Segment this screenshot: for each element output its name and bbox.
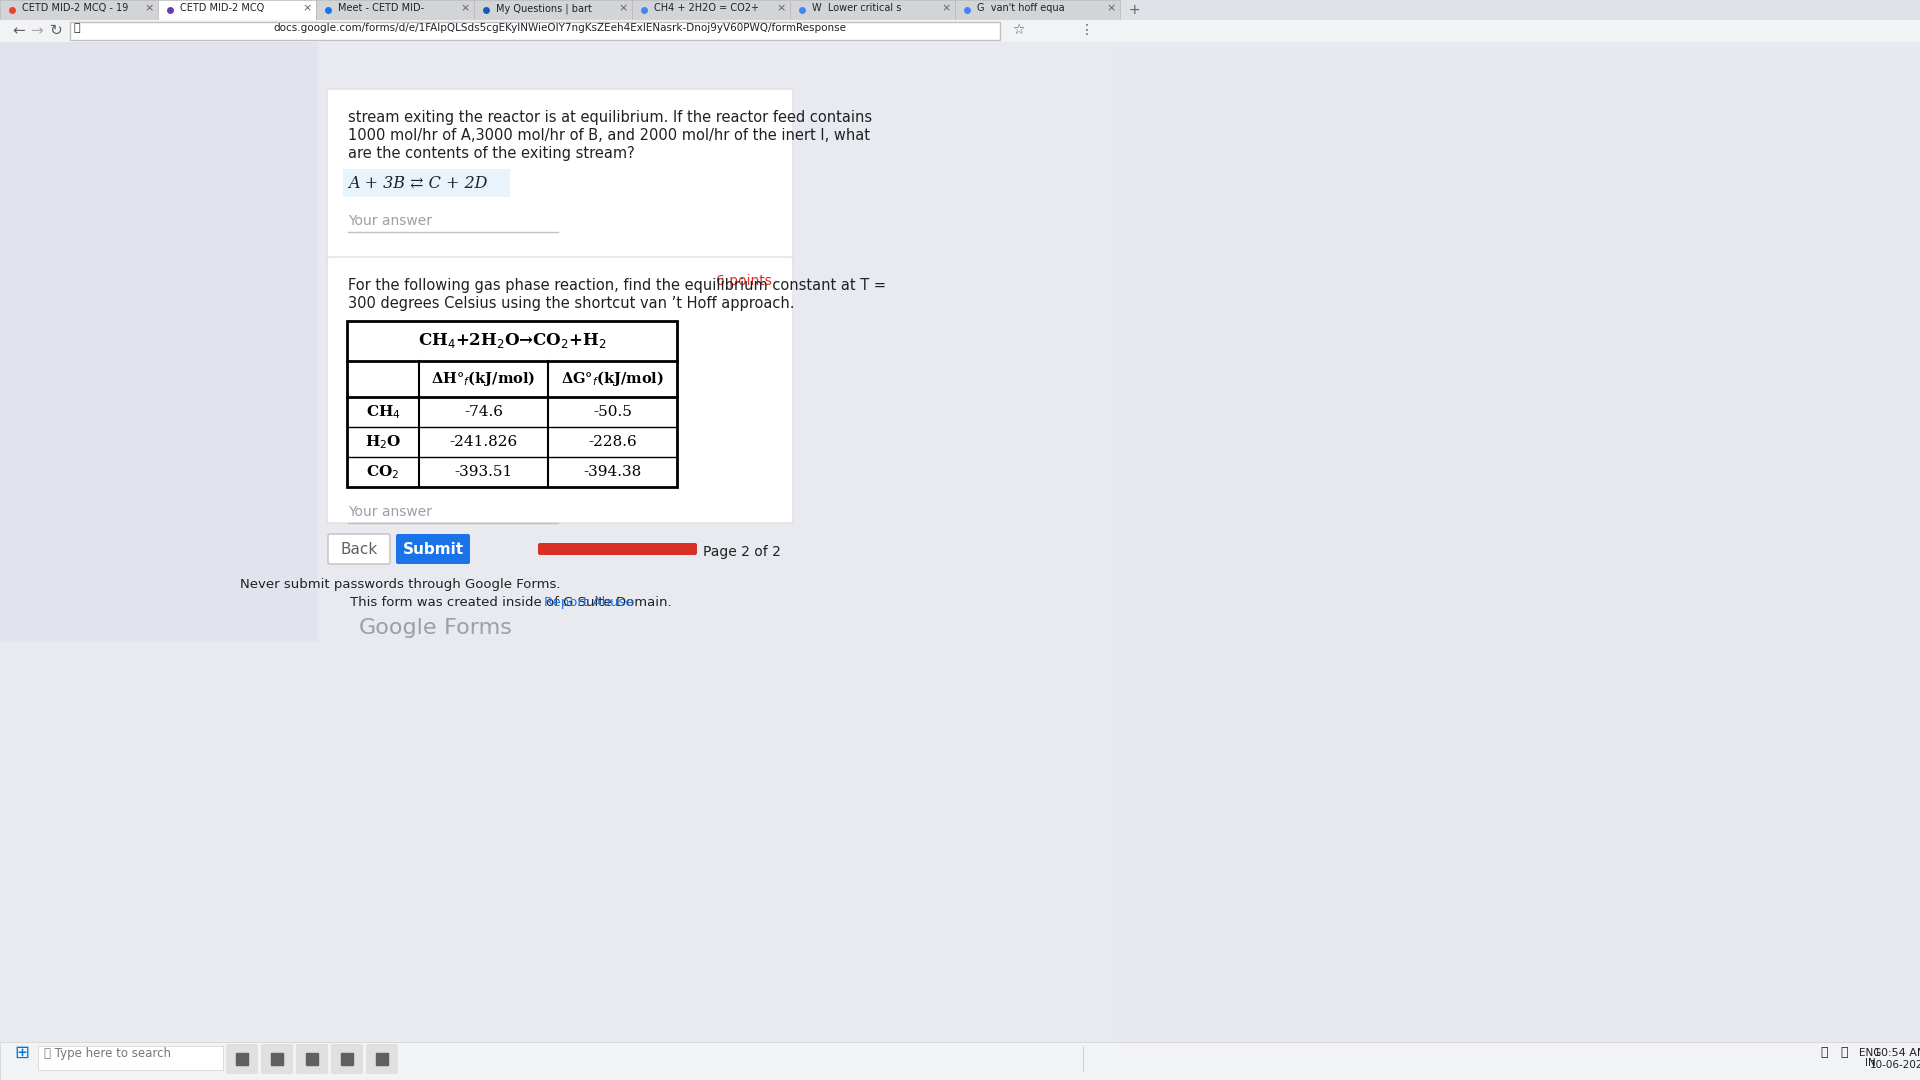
Text: Report Abuse: Report Abuse	[543, 596, 634, 609]
Text: 🔍 Type here to search: 🔍 Type here to search	[44, 1047, 171, 1059]
Bar	[1104, 42, 1116, 1080]
Text: Google: Google	[359, 618, 438, 638]
Text: ΔH°$_f$(kJ/mol): ΔH°$_f$(kJ/mol)	[432, 369, 536, 389]
Text: -394.38: -394.38	[584, 465, 641, 480]
Text: A + 3B ⇄ C + 2D: A + 3B ⇄ C + 2D	[348, 174, 488, 191]
Text: Submit: Submit	[403, 541, 463, 556]
FancyBboxPatch shape	[330, 1044, 363, 1074]
FancyBboxPatch shape	[538, 543, 697, 555]
Text: 10-06-2020: 10-06-2020	[1870, 1059, 1920, 1070]
Text: My Questions | bart: My Questions | bart	[495, 3, 591, 13]
Text: Your answer: Your answer	[348, 214, 432, 228]
FancyBboxPatch shape	[1102, 46, 1116, 130]
Text: Your answer: Your answer	[348, 505, 432, 519]
FancyBboxPatch shape	[261, 1044, 294, 1074]
Text: ΔG°$_f$(kJ/mol): ΔG°$_f$(kJ/mol)	[561, 369, 664, 389]
Bar	[348, 321, 678, 487]
Text: CETD MID-2 MCQ - 19: CETD MID-2 MCQ - 19	[21, 3, 129, 13]
Text: ×: ×	[618, 3, 628, 13]
Text: →: →	[31, 23, 42, 38]
FancyBboxPatch shape	[296, 1044, 328, 1074]
Text: stream exiting the reactor is at equilibrium. If the reactor feed contains: stream exiting the reactor is at equilib…	[348, 110, 872, 125]
Bar	[0, 0, 1920, 21]
Text: G  van't hoff equa: G van't hoff equa	[977, 3, 1064, 13]
Text: 📶: 📶	[1839, 1047, 1847, 1059]
Text: ×: ×	[1106, 3, 1116, 13]
FancyBboxPatch shape	[227, 1044, 257, 1074]
Text: W  Lower critical s: W Lower critical s	[812, 3, 900, 13]
Text: ⊞: ⊞	[13, 1044, 29, 1062]
Text: -393.51: -393.51	[455, 465, 513, 480]
Text: Page 2 of 2: Page 2 of 2	[703, 545, 781, 559]
Text: ×: ×	[776, 3, 785, 13]
Text: -50.5: -50.5	[593, 405, 632, 419]
Bar	[0, 0, 157, 21]
Text: CO$_2$: CO$_2$	[367, 463, 399, 481]
Text: H$_2$O: H$_2$O	[365, 433, 401, 450]
Text: This form was created inside of G Suite Domain.: This form was created inside of G Suite …	[349, 596, 680, 609]
Text: Never submit passwords through Google Forms.: Never submit passwords through Google Fo…	[240, 578, 561, 591]
Text: ×: ×	[301, 3, 311, 13]
Text: For the following gas phase reaction, find the equilibrium constant at T =: For the following gas phase reaction, fi…	[348, 278, 885, 293]
Bar	[0, 21, 1920, 42]
FancyBboxPatch shape	[538, 543, 697, 555]
Text: 10:54 AM: 10:54 AM	[1874, 1048, 1920, 1058]
Text: 1000 mol/hr of A,3000 mol/hr of B, and 2000 mol/hr of the inert I, what: 1000 mol/hr of A,3000 mol/hr of B, and 2…	[348, 129, 870, 143]
Text: ☆: ☆	[1012, 23, 1025, 37]
Text: Meet - CETD MID-: Meet - CETD MID-	[338, 3, 424, 13]
Text: are the contents of the exiting stream?: are the contents of the exiting stream?	[348, 146, 636, 161]
FancyBboxPatch shape	[328, 534, 390, 564]
Text: ×: ×	[144, 3, 154, 13]
Bar	[317, 0, 474, 21]
Bar	[0, 42, 1116, 1080]
FancyBboxPatch shape	[326, 89, 793, 285]
Text: CETD MID-2 MCQ: CETD MID-2 MCQ	[180, 3, 265, 13]
Text: 300 degrees Celsius using the shortcut van ’t Hoff approach.: 300 degrees Celsius using the shortcut v…	[348, 296, 795, 311]
Text: CH$_4$+2H$_2$O→CO$_2$+H$_2$: CH$_4$+2H$_2$O→CO$_2$+H$_2$	[419, 332, 607, 351]
Text: ENG: ENG	[1859, 1048, 1882, 1058]
Text: ↻: ↻	[50, 23, 63, 38]
Text: IN: IN	[1864, 1058, 1876, 1068]
Text: -228.6: -228.6	[588, 435, 637, 449]
Text: docs.google.com/forms/d/e/1FAlpQLSds5cgEKyINWieOlY7ngKsZEeh4ExlENasrk-Dnoj9yV60P: docs.google.com/forms/d/e/1FAlpQLSds5cgE…	[273, 23, 847, 33]
Text: CH4 + 2H2O = CO2+: CH4 + 2H2O = CO2+	[655, 3, 758, 13]
Bar	[954, 0, 1119, 21]
Text: -74.6: -74.6	[465, 405, 503, 419]
Text: ⋮: ⋮	[1079, 23, 1094, 37]
Bar	[474, 0, 632, 21]
Text: +: +	[1129, 3, 1140, 17]
Bar	[632, 0, 789, 21]
Text: ←: ←	[12, 23, 25, 38]
FancyBboxPatch shape	[326, 257, 793, 523]
Text: ×: ×	[461, 3, 468, 13]
Text: 🔒: 🔒	[75, 23, 81, 33]
FancyBboxPatch shape	[396, 534, 470, 564]
Bar	[0, 42, 319, 642]
Text: 6 points: 6 points	[716, 274, 772, 288]
Text: Back: Back	[340, 541, 378, 556]
Bar	[0, 1042, 1920, 1080]
Text: -241.826: -241.826	[449, 435, 518, 449]
FancyBboxPatch shape	[344, 168, 511, 197]
Bar	[789, 0, 954, 21]
Text: ×: ×	[941, 3, 950, 13]
Text: Forms: Forms	[438, 618, 513, 638]
FancyBboxPatch shape	[367, 1044, 397, 1074]
Bar	[38, 1047, 223, 1070]
Bar	[157, 0, 317, 21]
Bar	[69, 22, 1000, 40]
Text: CH$_4$: CH$_4$	[365, 403, 401, 421]
Text: 🔊: 🔊	[1820, 1047, 1828, 1059]
